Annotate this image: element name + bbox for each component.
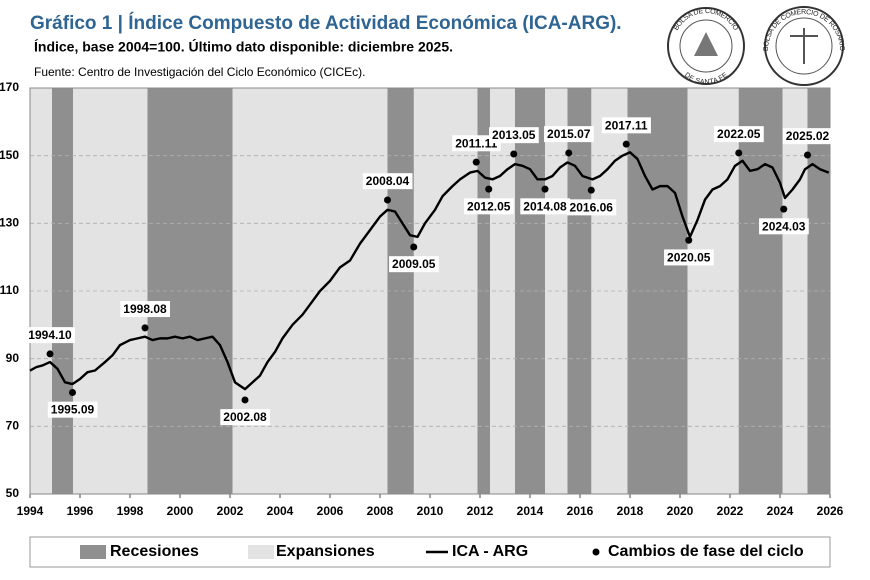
label-background: [489, 127, 539, 144]
turning-point: [804, 151, 811, 159]
x-tick-label: 1998: [117, 504, 144, 518]
label-background: [362, 173, 413, 190]
chart-subtitle: Índice, base 2004=100. Último dato dispo…: [34, 38, 453, 55]
x-tick-label: 2002: [217, 504, 244, 518]
turning-point-label: 2012.05: [467, 199, 511, 213]
y-tick-label: 150: [0, 148, 19, 162]
turning-point-label: 2009.05: [392, 257, 436, 271]
x-tick-label: 2008: [367, 504, 394, 518]
label-background: [664, 249, 714, 266]
x-tick-label: 2006: [317, 504, 344, 518]
x-tick-label: 1994: [17, 504, 44, 518]
turning-point-label: 2014.08: [523, 199, 567, 213]
label-background: [759, 218, 809, 235]
logo-santa-fe: BOLSA DE COMERCIO DE SANTA FE: [667, 7, 745, 86]
turning-point-label: 1995.09: [51, 403, 95, 417]
turning-point-label: 2002.08: [223, 410, 267, 424]
y-tick-label: 130: [0, 216, 19, 230]
turning-point: [780, 205, 788, 213]
turning-point: [141, 324, 149, 332]
label-background: [389, 256, 439, 273]
turning-point: [565, 149, 573, 157]
turning-point: [622, 140, 630, 148]
x-tick-label: 2004: [267, 504, 294, 518]
legend-label: Recesiones: [110, 543, 199, 560]
turning-point: [541, 185, 549, 193]
turning-point: [587, 186, 595, 194]
plot-area: 50 70 90 110 130 150 170 1994 1996 1998 2000 2002 20…: [0, 80, 844, 518]
turning-point-label: 2022.05: [717, 127, 761, 141]
x-tick-label: 2026: [817, 504, 844, 518]
y-tick-label: 70: [6, 419, 20, 433]
turning-point: [735, 149, 743, 157]
turning-point-label: 2017.11: [605, 118, 648, 132]
x-tick-label: 2010: [417, 504, 444, 518]
chart-title: Gráfico 1 | Índice Compuesto de Activida…: [30, 12, 622, 34]
turning-point: [472, 158, 480, 166]
legend-label: Expansiones: [276, 543, 375, 560]
turning-point: [510, 150, 518, 158]
x-tick-label: 2012: [467, 504, 494, 518]
y-tick-label: 110: [0, 283, 19, 297]
legend-swatch: [80, 545, 106, 559]
turning-point: [410, 243, 418, 251]
legend-dot: [592, 548, 600, 556]
y-tick-label: 50: [6, 486, 20, 500]
x-tick-label: 2018: [617, 504, 644, 518]
label-background: [601, 117, 651, 134]
legend-label: ICA - ARG: [452, 543, 528, 560]
x-tick-label: 2000: [167, 504, 194, 518]
label-background: [120, 301, 171, 318]
turning-point-label: 2025.02: [786, 129, 830, 143]
label-background: [520, 198, 571, 215]
label-background: [782, 128, 833, 145]
x-tick-label: 2020: [667, 504, 694, 518]
turning-point: [46, 350, 54, 358]
label-background: [566, 199, 617, 216]
turning-point: [69, 389, 76, 396]
label-background: [220, 409, 271, 426]
legend-swatch: [248, 545, 274, 559]
recession-band: [147, 88, 233, 494]
label-background: [544, 126, 594, 143]
label-background: [714, 126, 764, 143]
turning-point: [384, 196, 391, 204]
y-tick-label: 90: [6, 351, 20, 365]
recession-band: [807, 88, 830, 494]
recession-band: [52, 88, 73, 494]
turning-point-label: 2008.04: [366, 174, 410, 188]
legend-label: Cambios de fase del ciclo: [608, 543, 804, 560]
x-tick-label: 2024: [767, 504, 794, 518]
turning-point: [241, 396, 249, 404]
turning-point-label: 1998.08: [123, 302, 167, 316]
label-background: [452, 135, 501, 152]
x-tick-label: 1996: [67, 504, 94, 518]
x-tick-label: 2016: [567, 504, 594, 518]
turning-point-label: 2016.06: [570, 200, 614, 214]
turning-point-label: 2024.03: [762, 219, 806, 233]
recession-band: [627, 88, 688, 494]
x-tick-label: 2022: [717, 504, 744, 518]
logo-rosario: BOLSA DE COMERCIO DE ROSARIO: [763, 6, 845, 86]
turning-point-label: 2020.05: [667, 250, 711, 264]
turning-point-label: 1994.10: [28, 328, 72, 342]
chart-source: Fuente: Centro de Investigación del Cicl…: [34, 65, 365, 79]
legend: Recesiones Expansiones ICA - ARG Cambios de…: [29, 536, 831, 568]
y-tick-label: 170: [0, 80, 19, 94]
label-background: [25, 327, 76, 344]
turning-point-label: 2013.05: [492, 128, 536, 142]
turning-point-label: 2015.07: [547, 127, 591, 141]
plot-border: [29, 87, 831, 495]
turning-point: [485, 185, 493, 193]
label-background: [47, 401, 98, 418]
x-tick-label: 2014: [517, 504, 544, 518]
series-line: [29, 151, 830, 391]
turning-point: [685, 236, 693, 244]
turning-point-label: 2011.11: [455, 136, 497, 150]
label-background: [464, 198, 514, 215]
